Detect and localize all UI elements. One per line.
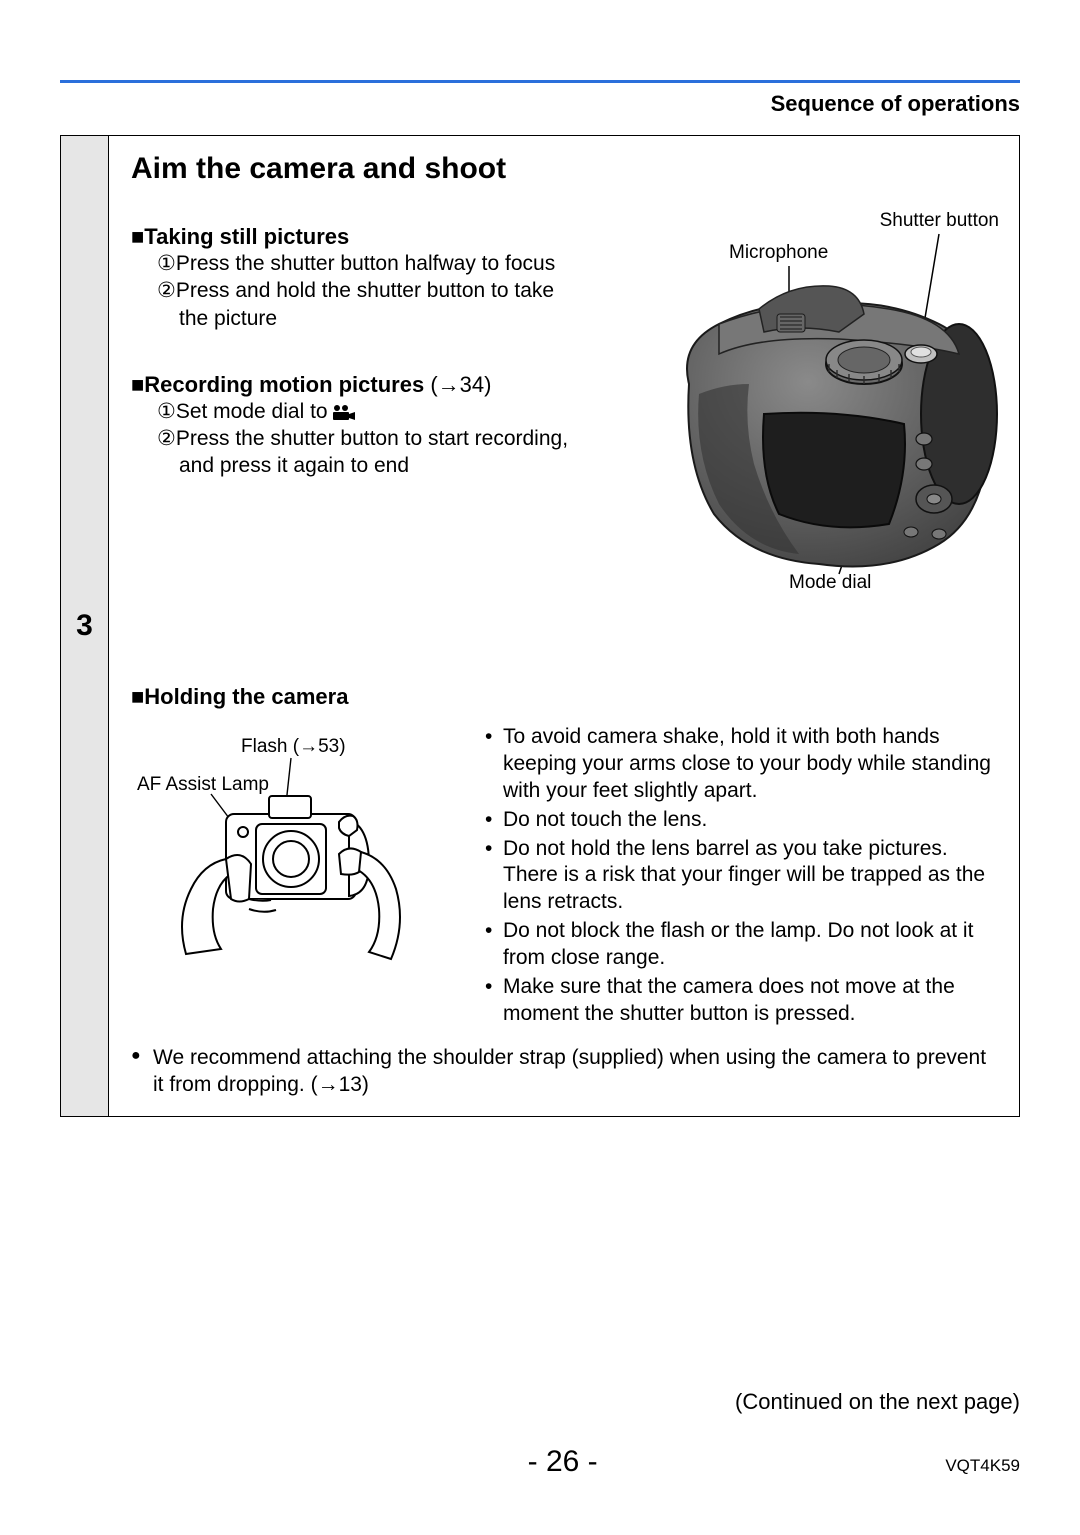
af-assist-lamp-label: AF Assist Lamp bbox=[137, 774, 269, 796]
motion-step-1-text: ①Set mode dial to bbox=[157, 400, 333, 423]
still-step-1: ①Press the shutter button halfway to foc… bbox=[131, 250, 641, 277]
still-step-2: ②Press and hold the shutter button to ta… bbox=[131, 277, 641, 304]
microphone-label: Microphone bbox=[729, 242, 828, 264]
section-header: Sequence of operations bbox=[60, 91, 1020, 117]
step-number: 3 bbox=[76, 609, 93, 643]
holding-bullet: Do not hold the lens barrel as you take … bbox=[485, 836, 999, 917]
camera-diagram-area: Shutter button Microphone bbox=[659, 214, 999, 614]
shutter-button-label: Shutter button bbox=[880, 210, 999, 232]
flash-label: Flash (→53) bbox=[241, 736, 346, 758]
document-code: VQT4K59 bbox=[945, 1456, 1020, 1476]
step-content: Aim the camera and shoot ■Taking still p… bbox=[109, 136, 1019, 1116]
step-title: Aim the camera and shoot bbox=[131, 152, 999, 186]
continued-note: (Continued on the next page) bbox=[60, 1389, 1020, 1415]
manual-page: Sequence of operations 3 Aim the camera … bbox=[0, 0, 1080, 1535]
holding-heading: ■Holding the camera bbox=[131, 684, 999, 710]
camera-illustration bbox=[659, 214, 999, 614]
holding-bullet: Do not block the flash or the lamp. Do n… bbox=[485, 918, 999, 972]
upper-row: ■Taking still pictures ①Press the shutte… bbox=[131, 214, 999, 614]
motion-pictures-heading: ■Recording motion pictures (→34) bbox=[131, 372, 641, 398]
holding-section: ■Holding the camera Flash (→53) AF Assis… bbox=[131, 684, 999, 1098]
holding-diagram-area: Flash (→53) AF Assist Lamp bbox=[131, 724, 461, 1030]
step-number-column: 3 bbox=[61, 136, 109, 1116]
holding-tips: To avoid camera shake, hold it with both… bbox=[485, 724, 999, 1030]
holding-bullet: To avoid camera shake, hold it with both… bbox=[485, 724, 999, 805]
header-rule bbox=[60, 80, 1020, 83]
motion-heading-ref: (→34) bbox=[430, 372, 491, 397]
page-number: - 26 - bbox=[180, 1445, 945, 1479]
holding-illustration bbox=[131, 724, 431, 974]
still-step-2b: the picture bbox=[131, 305, 641, 332]
holding-bullet: Do not touch the lens. bbox=[485, 807, 999, 834]
video-mode-icon bbox=[333, 404, 355, 420]
motion-step-1: ①Set mode dial to bbox=[131, 398, 641, 425]
still-pictures-heading: ■Taking still pictures bbox=[131, 224, 641, 250]
holding-bullet-list: To avoid camera shake, hold it with both… bbox=[485, 724, 999, 1028]
page-footer: (Continued on the next page) - 26 - VQT4… bbox=[0, 1389, 1080, 1479]
motion-step-2: ②Press the shutter button to start recor… bbox=[131, 425, 641, 452]
step-box: 3 Aim the camera and shoot ■Taking still… bbox=[60, 135, 1020, 1117]
motion-step-2b: and press it again to end bbox=[131, 452, 641, 479]
mode-dial-label: Mode dial bbox=[789, 572, 871, 594]
strap-recommendation: We recommend attaching the shoulder stra… bbox=[131, 1044, 999, 1099]
holding-row: Flash (→53) AF Assist Lamp bbox=[131, 724, 999, 1030]
motion-heading-text: ■Recording motion pictures bbox=[131, 372, 430, 397]
holding-bullet: Make sure that the camera does not move … bbox=[485, 974, 999, 1028]
instructions-column: ■Taking still pictures ①Press the shutte… bbox=[131, 214, 641, 614]
